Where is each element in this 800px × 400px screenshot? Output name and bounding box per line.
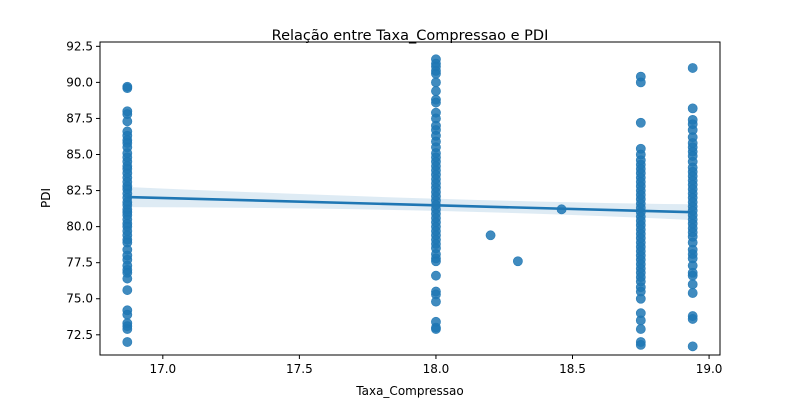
x-tick-label: 18.5 [559, 362, 586, 376]
data-point [122, 116, 133, 127]
regression-line [127, 195, 693, 214]
plot-area-frame [99, 41, 721, 356]
data-point [431, 97, 441, 108]
y-axis-ticks: 72.5 75.0 77.5 80.0 82.5 85.0 87.5 90.0 92.5 [66, 39, 100, 342]
data-point [431, 270, 441, 281]
data-point [687, 103, 698, 114]
data-point [687, 314, 698, 324]
y-tick-label: 90.0 [66, 75, 93, 89]
x-axis-ticks: 17.0 17.5 18.0 18.5 19.0 [149, 355, 722, 376]
y-tick-label: 80.0 [66, 220, 93, 234]
x-tick-label: 17.5 [286, 362, 313, 376]
x-tick-label: 18.0 [423, 362, 450, 376]
data-point [512, 256, 523, 267]
data-point [687, 279, 698, 290]
data-point [122, 337, 133, 347]
data-point [635, 324, 646, 334]
data-point [431, 86, 441, 96]
y-tick-label: 85.0 [66, 148, 93, 162]
data-point [122, 324, 133, 334]
data-point [122, 273, 133, 284]
data-point [687, 63, 698, 73]
data-point [431, 68, 441, 79]
data-point [635, 293, 646, 304]
data-point [431, 324, 441, 334]
data-point [635, 117, 646, 128]
data-point [431, 256, 441, 267]
y-tick-label: 87.5 [66, 111, 93, 125]
data-point [485, 230, 496, 241]
data-point [635, 315, 646, 326]
y-tick-label: 72.5 [66, 328, 93, 342]
y-tick-label: 75.0 [66, 292, 93, 306]
data-point [635, 77, 646, 88]
data-point [122, 309, 133, 320]
data-point [122, 285, 133, 295]
y-tick-label: 77.5 [66, 256, 93, 270]
data-point [431, 77, 441, 88]
x-tick-label: 19.0 [696, 362, 723, 376]
x-tick-label: 17.0 [149, 362, 176, 376]
x-axis-label: Taxa_Compressao [355, 384, 463, 398]
data-point [122, 83, 133, 94]
y-tick-label: 82.5 [66, 184, 93, 198]
chart-title: Relação entre Taxa_Compressao e PDI [272, 28, 549, 44]
data-point [635, 340, 646, 350]
data-point [687, 288, 698, 298]
data-point [431, 296, 441, 307]
y-axis-label: PDI [39, 188, 53, 208]
scatter-points-layer [122, 54, 698, 352]
data-point [687, 341, 698, 352]
y-tick-label: 92.5 [66, 39, 93, 53]
regression-line-layer [127, 195, 693, 214]
data-point [687, 270, 698, 281]
